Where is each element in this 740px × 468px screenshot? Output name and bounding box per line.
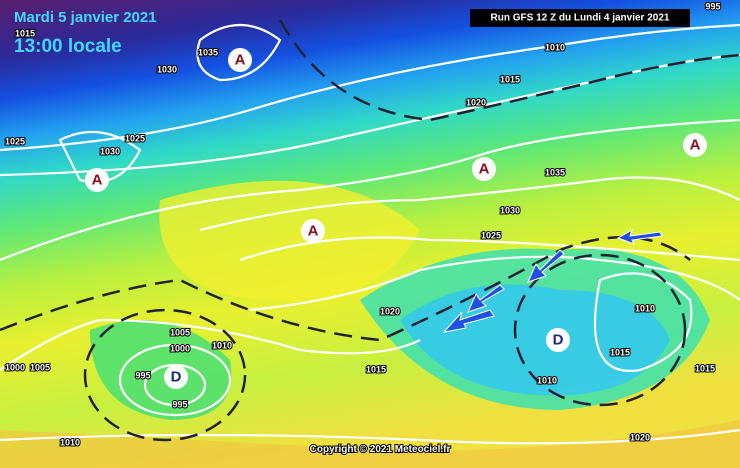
isobar-label: 1020 [466, 97, 486, 107]
pressure-center: A [690, 137, 701, 154]
isobar-label: 1005 [170, 327, 190, 337]
isobar-label: 995 [172, 399, 187, 409]
pressure-center: A [235, 52, 246, 69]
pressure-center: D [171, 369, 182, 386]
time: 13:00 locale [14, 36, 122, 57]
pressure-center-badge [472, 157, 496, 181]
run-info: Run GFS 12 Z du Lundi 4 janvier 2021 [491, 13, 670, 24]
isobar-label: 1030 [157, 64, 177, 74]
run-banner [470, 9, 690, 27]
pressure-center: A [92, 172, 103, 189]
isobar-label: 1000 [5, 362, 25, 372]
pressure-center: A [308, 223, 319, 240]
isobar-label: 1025 [125, 133, 145, 143]
isobar-label: 1005 [30, 362, 50, 372]
isobar-label: 1035 [545, 167, 565, 177]
isobar-label: 1030 [100, 146, 120, 156]
isobar-label: 1020 [630, 432, 650, 442]
pressure-center: A [479, 161, 490, 178]
fronts [0, 19, 740, 442]
isobar-label: 995 [705, 1, 720, 11]
high-zone [159, 180, 420, 302]
isobar-label: 1010 [545, 42, 565, 52]
pressure-center-badge [301, 219, 325, 243]
isobar-label: 1015 [366, 364, 386, 374]
pressure-center-badge [85, 168, 109, 192]
wind-arrows [442, 228, 663, 333]
isobar-label: 995 [135, 370, 150, 380]
isobar-label: 1015 [500, 74, 520, 84]
isobar-label: 1000 [170, 343, 190, 353]
isobar-label: 1020 [380, 306, 400, 316]
isobar-label: 1015 [15, 28, 35, 38]
south-zone [0, 420, 740, 468]
pressure-center-badge [228, 48, 252, 72]
isobar-label: 1025 [5, 136, 25, 146]
isobar-label: 1010 [60, 437, 80, 447]
isobar-label: 1010 [537, 375, 557, 385]
pressure-center-badge [164, 365, 188, 389]
pressure-center-badge [546, 328, 570, 352]
isobar-label: 1015 [610, 347, 630, 357]
isobar-label: 1030 [500, 205, 520, 215]
pressure-center: D [553, 332, 564, 349]
isobar-label: 1025 [481, 230, 501, 240]
date: Mardi 5 janvier 2021 [14, 9, 157, 26]
copyright: Copyright © 2021 Meteociel.fr [310, 444, 451, 455]
pressure-center-badge [683, 133, 707, 157]
isobar-label: 1010 [212, 340, 232, 350]
isobar-label: 1010 [635, 303, 655, 313]
isobar-label: 1035 [198, 47, 218, 57]
isobar-label: 1015 [695, 363, 715, 373]
